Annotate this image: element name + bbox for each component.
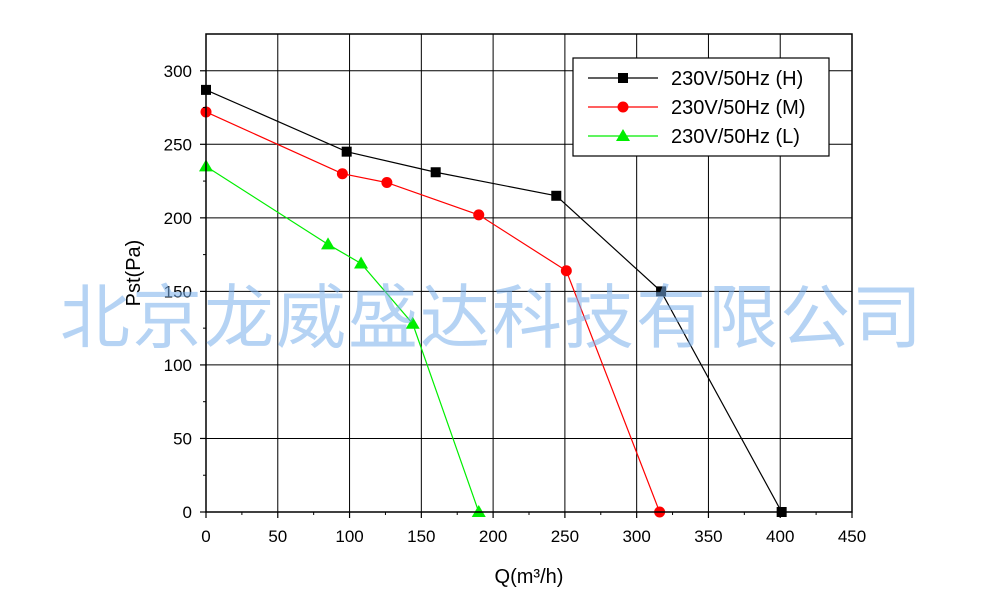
legend-marker [618, 73, 628, 83]
axis-ticks: 0 50 100 150 200 250 300 350 400 450 0 50 100 150 200 2… [164, 62, 867, 546]
x-axis-title: Q(m³/h) [495, 566, 564, 588]
data-point [560, 265, 572, 277]
series-layer [199, 84, 787, 518]
y-tick-label: 200 [164, 209, 192, 228]
data-point [336, 168, 348, 180]
y-tick-label: 300 [164, 62, 192, 81]
data-point [430, 167, 441, 178]
series-line [205, 111, 661, 513]
x-tick-label: 300 [622, 527, 650, 546]
x-tick-label: 100 [335, 527, 363, 546]
legend-marker [617, 101, 629, 113]
y-tick-label: 100 [164, 356, 192, 375]
x-tick-label: 450 [838, 527, 866, 546]
legend: 230V/50Hz (H) 230V/50Hz (M) 230V/50Hz (L) [572, 57, 830, 157]
x-tick-label: 0 [201, 527, 210, 546]
data-point [473, 209, 485, 221]
y-axis-title: Pst(Pa) [123, 240, 145, 307]
data-point [321, 237, 336, 250]
x-tick-label: 400 [766, 527, 794, 546]
y-tick-label: 150 [164, 282, 192, 301]
data-point [341, 146, 352, 157]
data-point [551, 190, 562, 201]
legend-marker [616, 129, 630, 141]
data-point [656, 286, 667, 297]
legend-label: 230V/50Hz (H) [671, 68, 803, 90]
x-tick-label: 50 [268, 527, 287, 546]
legend-label: 230V/50Hz (M) [671, 97, 806, 119]
series-2 [199, 159, 486, 517]
data-point [471, 505, 486, 517]
x-tick-label: 200 [479, 527, 507, 546]
series-line [205, 89, 783, 513]
y-tick-label: 50 [173, 429, 192, 448]
x-tick-label: 350 [694, 527, 722, 546]
data-point [405, 316, 420, 329]
x-tick-label: 250 [551, 527, 579, 546]
legend-label: 230V/50Hz (L) [671, 126, 800, 148]
x-tick-label: 150 [407, 527, 435, 546]
data-point [354, 256, 369, 269]
y-tick-label: 250 [164, 135, 192, 154]
data-point [381, 177, 393, 189]
y-tick-label: 0 [183, 503, 192, 522]
